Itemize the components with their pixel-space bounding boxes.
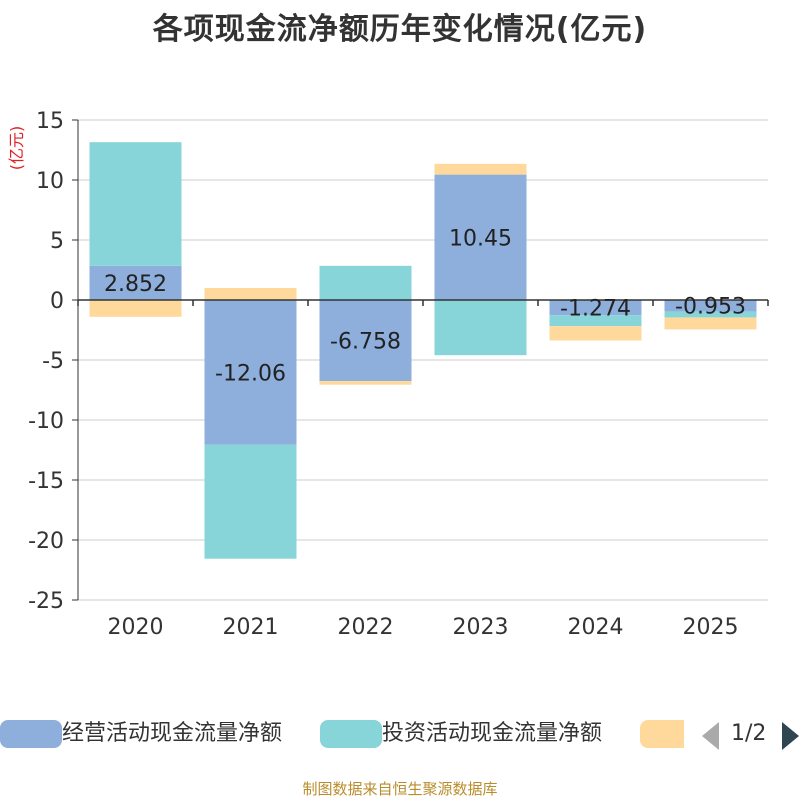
x-tick-label: 2025 bbox=[683, 615, 739, 640]
chart-title: 各项现金流净额历年变化情况(亿元) bbox=[152, 12, 648, 47]
y-tick-label: -10 bbox=[28, 409, 64, 434]
bar-financing-2021 bbox=[204, 288, 297, 300]
legend-item-investing[interactable]: 投资活动现金流量净额 bbox=[320, 716, 620, 752]
legend-label-investing: 投资活动现金流量净额 bbox=[382, 721, 603, 746]
bar-operating-2023 bbox=[434, 174, 527, 300]
legend-swatch-investing bbox=[320, 720, 382, 748]
bar-investing-2020 bbox=[89, 142, 182, 266]
bar-investing-2024 bbox=[549, 315, 642, 327]
footer-source: 制图数据来自恒生聚源数据库 bbox=[302, 780, 498, 798]
legend-next-page-icon[interactable] bbox=[782, 722, 799, 750]
legend-item-financing[interactable] bbox=[640, 716, 684, 752]
bar-financing-2022 bbox=[319, 381, 412, 385]
y-tick-label: -5 bbox=[42, 349, 64, 374]
legend-prev-page-icon[interactable] bbox=[702, 722, 719, 750]
data-label: -1.274 bbox=[560, 297, 631, 322]
bar-operating-2024 bbox=[549, 300, 642, 316]
y-tick-label: 5 bbox=[50, 229, 64, 254]
data-label: -6.758 bbox=[330, 330, 401, 355]
bar-operating-2022 bbox=[319, 300, 412, 382]
x-tick-label: 2022 bbox=[338, 615, 394, 640]
legend-swatch-financing bbox=[640, 720, 684, 748]
bar-financing-2023 bbox=[434, 163, 527, 175]
x-tick-label: 2020 bbox=[108, 615, 164, 640]
y-tick-label: 0 bbox=[50, 289, 64, 314]
bar-financing-2025 bbox=[664, 317, 757, 330]
legend-page-indicator: 1/2 bbox=[731, 721, 767, 746]
bar-investing-2021 bbox=[204, 444, 297, 559]
bar-investing-2025 bbox=[664, 311, 757, 318]
x-tick-label: 2021 bbox=[223, 615, 279, 640]
legend-pager: 1/2 bbox=[698, 716, 800, 752]
data-label: 10.45 bbox=[449, 226, 512, 251]
y-tick-label: -25 bbox=[28, 589, 64, 614]
y-tick-label: -15 bbox=[28, 469, 64, 494]
bar-investing-2023 bbox=[434, 300, 527, 356]
chart-canvas: 15 10 5 0 -5 -10 -15 -20 -25 (亿元) 2020 2021 2022 2023… bbox=[7, 109, 769, 640]
legend-item-operating[interactable]: 经营活动现金流量净额 bbox=[0, 716, 300, 752]
bar-investing-2022 bbox=[319, 265, 412, 300]
y-tick-label: -20 bbox=[28, 529, 64, 554]
bar-financing-2024 bbox=[549, 326, 642, 341]
x-tick-label: 2023 bbox=[453, 615, 509, 640]
legend-swatch-operating bbox=[0, 720, 62, 748]
y-axis-label: (亿元) bbox=[7, 126, 26, 171]
bar-operating-2021 bbox=[204, 300, 297, 445]
bar-operating-2020 bbox=[89, 265, 182, 300]
y-tick-label: 10 bbox=[36, 169, 64, 194]
data-label: 2.852 bbox=[104, 272, 167, 297]
bar-financing-2020 bbox=[89, 300, 182, 317]
x-tick-label: 2024 bbox=[568, 615, 624, 640]
bar-operating-2025 bbox=[664, 300, 757, 312]
data-label: -12.06 bbox=[215, 361, 286, 386]
legend-label-operating: 经营活动现金流量净额 bbox=[62, 721, 283, 746]
data-label: -0.953 bbox=[675, 295, 746, 320]
y-tick-label: 15 bbox=[36, 109, 64, 134]
